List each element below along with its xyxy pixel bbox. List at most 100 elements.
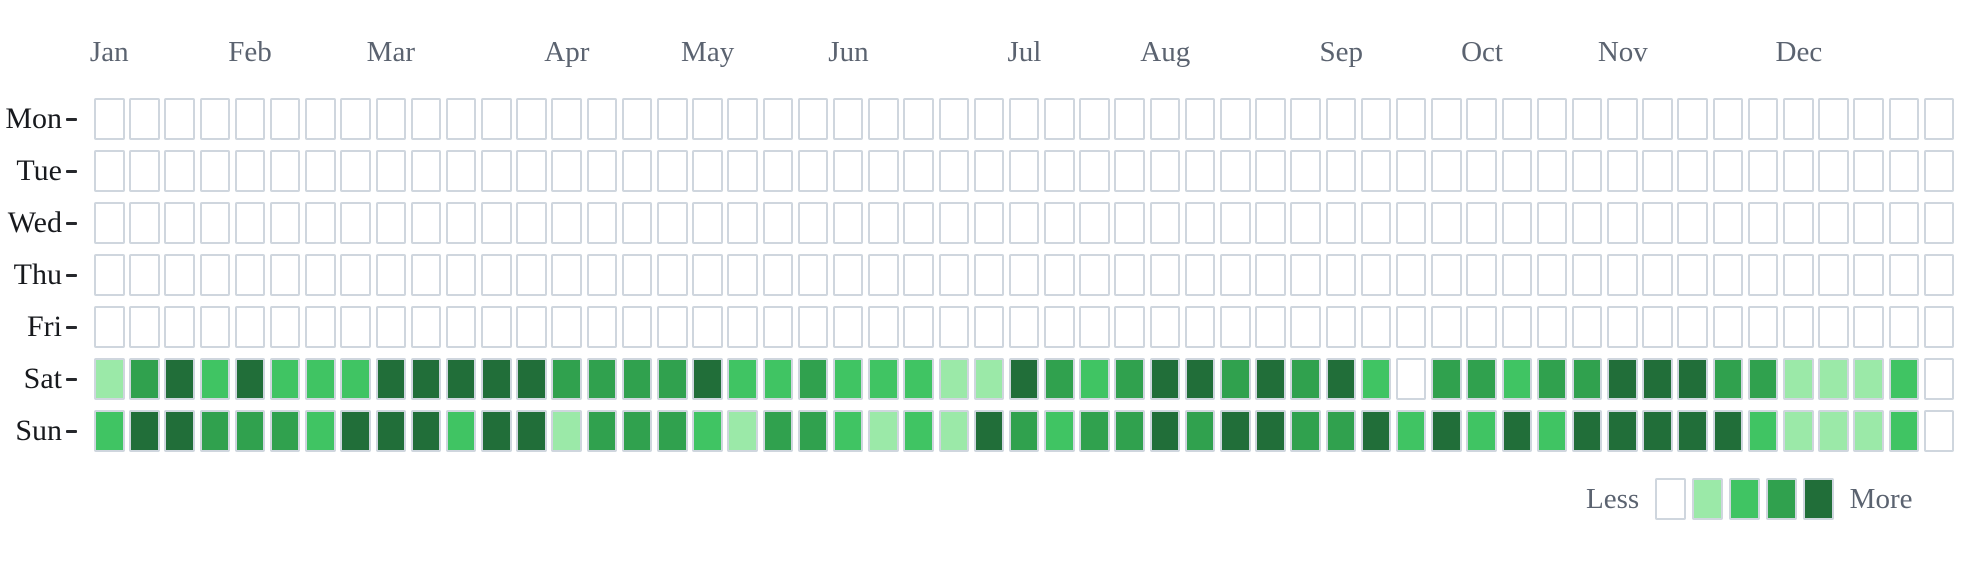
heatmap-cell [1536,254,1568,296]
heatmap-cell [1818,254,1849,296]
heatmap-cell [868,358,899,400]
heatmap-cell [1888,358,1920,400]
heatmap-cell [692,202,723,244]
heatmap-cell [1220,150,1251,192]
heatmap-cell [94,358,125,400]
heatmap-cell [762,358,794,400]
heatmap-cell [1923,150,1955,192]
heatmap-cell [657,410,688,452]
heatmap-cell [234,410,266,452]
heatmap-cell [481,150,512,192]
heatmap-cell [938,358,969,400]
heatmap-cell [375,358,406,400]
heatmap-cell [1184,410,1216,452]
heatmap-cell [868,98,899,140]
heatmap-cell [551,358,582,400]
weekday-label: Sun [15,414,62,447]
heatmap-cell [1114,202,1145,244]
weekday-tick [66,429,77,433]
heatmap-cell [797,202,829,244]
heatmap-cell [1712,202,1744,244]
heatmap-cell [1853,306,1884,348]
heatmap-cell [1114,150,1145,192]
heatmap-cell [1818,306,1849,348]
heatmap-cell [832,358,864,400]
heatmap-cell [1466,254,1497,296]
heatmap-cell [234,202,266,244]
heatmap-cell [1501,254,1532,296]
heatmap-cell [762,202,794,244]
heatmap-cell [1501,202,1532,244]
heatmap-cell [516,150,547,192]
heatmap-cell [1079,306,1110,348]
legend-more-label: More [1849,483,1913,515]
heatmap-cell [1818,150,1849,192]
heatmap-cell [586,150,618,192]
heatmap-cell [692,306,723,348]
heatmap-cell [1607,410,1638,452]
month-label: Jul [1007,36,1042,68]
heatmap-cell [1818,358,1849,400]
heatmap-cell [938,306,969,348]
heatmap-cell [1431,98,1462,140]
heatmap-cell [410,410,442,452]
heatmap-cell [1642,410,1673,452]
heatmap-cell [1607,306,1638,348]
heatmap-cell [1255,358,1286,400]
weekday-label: Tue [16,154,62,187]
heatmap-cell [1431,202,1462,244]
heatmap-cell [1008,150,1040,192]
heatmap-cell [305,410,336,452]
heatmap-cell [551,254,582,296]
heatmap-cell [1853,202,1884,244]
heatmap-cell [1008,358,1040,400]
heatmap-cell [269,98,301,140]
heatmap-cell [234,358,266,400]
heatmap-cell [340,254,371,296]
heatmap-cell [727,202,758,244]
heatmap-cell [1044,98,1075,140]
heatmap-cell [1044,150,1075,192]
heatmap-cell [1325,358,1357,400]
heatmap-cell [1536,410,1568,452]
heatmap-cell [445,410,477,452]
heatmap-cell [1325,202,1357,244]
heatmap-cell [94,202,125,244]
heatmap-cell [762,98,794,140]
heatmap-cell [1220,410,1251,452]
heatmap-cell [1571,202,1603,244]
heatmap-cell [868,410,899,452]
heatmap-cell [973,98,1005,140]
heatmap-cell [1360,98,1392,140]
heatmap-cell [1783,410,1814,452]
heatmap-cell [340,410,371,452]
heatmap-cell [1255,254,1286,296]
heatmap-cell [727,150,758,192]
heatmap-cell [375,150,406,192]
heatmap-cell [1853,150,1884,192]
heatmap-cell [973,358,1005,400]
heatmap-cell [516,202,547,244]
heatmap-cell [1642,150,1673,192]
month-label: Apr [544,36,590,68]
heatmap-cell [832,98,864,140]
heatmap-cell [234,306,266,348]
heatmap-cell [410,98,442,140]
heatmap-cell [1853,410,1884,452]
heatmap-cell [621,358,653,400]
heatmap-cell [1114,254,1145,296]
heatmap-cell [1607,98,1638,140]
heatmap-cell [445,98,477,140]
heatmap-cell [305,202,336,244]
heatmap-cell [340,202,371,244]
heatmap-cell [1079,150,1110,192]
heatmap-cell [1290,202,1321,244]
heatmap-cell [1677,202,1708,244]
heatmap-cell [1395,150,1427,192]
heatmap-cell [234,150,266,192]
heatmap-cell [551,98,582,140]
heatmap-cell [234,98,266,140]
heatmap-cell [445,150,477,192]
heatmap-cell [1114,98,1145,140]
